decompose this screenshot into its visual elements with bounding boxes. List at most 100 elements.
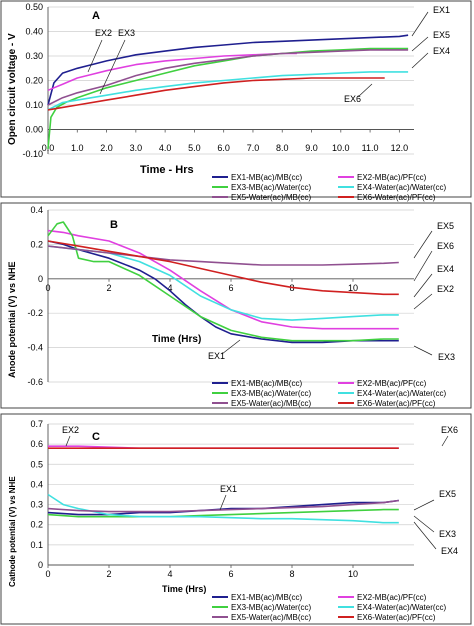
annotation-leader: [413, 515, 435, 533]
series-line-1: [47, 34, 409, 106]
series-line-3: [47, 221, 399, 342]
x-tick-label: 6: [228, 283, 233, 293]
legend-label: EX2-MB(ac)/PF(cc): [357, 593, 427, 602]
annotation-leader: [221, 339, 241, 355]
x-tick-label: 1.0: [71, 143, 84, 153]
x-tick-label: 2.0: [100, 143, 113, 153]
legend-label: EX1-MB(ac)/MB(cc): [231, 173, 302, 182]
panel-b-label: B: [110, 219, 118, 231]
y-tick-label: 0.2: [30, 239, 43, 249]
series-line-4: [47, 71, 409, 111]
series-line-6: [47, 77, 385, 111]
x-tick-label: 6: [228, 569, 233, 579]
y-tick-label: 0.2: [30, 520, 43, 530]
y-tick-label: -0.10: [22, 149, 43, 159]
annotation-label: EX4: [433, 46, 450, 56]
annotation-leader: [413, 521, 437, 550]
y-tick-label: 0.7: [30, 419, 43, 429]
x-tick-label: 8: [289, 569, 294, 579]
annotation-leader: [87, 39, 103, 73]
panel-a-frame: [0, 0, 472, 198]
x-tick-label: 10: [348, 283, 358, 293]
x-tick-label: 0: [45, 283, 50, 293]
annotation-leader: [411, 11, 429, 37]
y-tick-label: 0.5: [30, 459, 43, 469]
x-tick-label: 5.0: [188, 143, 201, 153]
y-tick-label: -0.4: [27, 343, 43, 353]
legend-label: EX3-MB(ac)/Water(cc): [231, 389, 311, 398]
annotation-label: EX2: [437, 284, 454, 294]
y-tick-label: 0.20: [25, 76, 43, 86]
panel-b-frame: [0, 202, 472, 409]
legend-label: EX3-MB(ac)/Water(cc): [231, 183, 311, 192]
annotation-label: EX1: [220, 484, 237, 494]
legend-label: EX4-Water(ac)/Water(cc): [357, 603, 447, 612]
annotation-label: EX2: [95, 28, 112, 38]
y-tick-label: 0.30: [25, 51, 43, 61]
panel-a-ylabel: Open circuit voltage - V: [7, 33, 18, 145]
y-tick-label: 0.40: [25, 27, 43, 37]
panel-a-xlabel: Time - Hrs: [140, 164, 194, 176]
panel-c-xlabel: Time (Hrs): [162, 584, 206, 594]
series-line-5: [47, 49, 409, 106]
annotation-label: EX6: [344, 94, 361, 104]
annotation-label: EX1: [208, 351, 225, 361]
annotation-label: EX6: [437, 241, 454, 251]
series-line-5: [47, 499, 399, 513]
legend-label: EX6-Water(ac)/PF(cc): [357, 399, 436, 408]
plot-panel-B: -0.6-0.4-0.200.20.40 2 4 6 8 10: [27, 205, 414, 387]
x-tick-label: 10.0: [332, 143, 350, 153]
annotation-leader: [413, 273, 433, 298]
legend-label: EX6-Water(ac)/PF(cc): [357, 613, 436, 622]
x-tick-label: 2: [106, 569, 111, 579]
series-line-4: [47, 493, 399, 524]
y-tick-label: 0.4: [30, 479, 43, 489]
panel-c-ylabel: Cathode potential (V) vs NHE: [8, 476, 17, 587]
panel-b-ylabel: Anode potential (V) vs NHE: [7, 261, 17, 378]
legend-label: EX2-MB(ac)/PF(cc): [357, 379, 427, 388]
annotation-leader: [357, 83, 373, 98]
x-tick-label: 4: [167, 283, 172, 293]
y-tick-label: 0: [38, 274, 43, 284]
series-line-5: [47, 245, 399, 266]
series-line-2: [47, 52, 297, 92]
x-tick-label: 4: [167, 569, 172, 579]
y-tick-label: 0.00: [25, 125, 43, 135]
annotation-leader: [413, 293, 433, 310]
series-line-3: [47, 47, 409, 150]
legend-panel-C: EX1-MB(ac)/MB(cc) EX2-MB(ac)/PF(cc) EX3-MB…: [212, 593, 447, 622]
legend-label: EX5-Water(ac)/MB(cc): [231, 399, 311, 408]
legend-panel-B: EX1-MB(ac)/MB(cc) EX2-MB(ac)/PF(cc) EX3-MB…: [212, 379, 447, 408]
y-tick-label: 0.50: [25, 2, 43, 12]
series-line-6: [47, 240, 399, 296]
x-tick-label: 4.0: [159, 143, 172, 153]
x-tick-label: 8.0: [276, 143, 289, 153]
plot-panel-C: 0 0.1 0.2 0.3 0.4 0.5 0.6 0.7 0 2 4 6 8 10: [30, 419, 414, 579]
y-tick-label: 0.10: [25, 100, 43, 110]
annotations-panel-A: EX1 EX2 EX3 EX5 EX4 EX6: [87, 5, 450, 104]
annotation-leader: [413, 250, 433, 282]
x-tick-label: 0: [45, 569, 50, 579]
annotation-label: EX4: [437, 264, 454, 274]
annotations-panel-B: EX5 EX6 EX4 EX2 EX1 EX3: [208, 221, 455, 362]
annotation-label: EX6: [441, 425, 458, 435]
y-tick-label: 0.3: [30, 500, 43, 510]
series-line-2: [47, 229, 399, 330]
x-tick-label: 7.0: [247, 143, 260, 153]
annotation-leader: [441, 435, 449, 447]
annotation-label: EX3: [439, 529, 456, 539]
annotation-label: EX5: [433, 30, 450, 40]
annotation-leader: [411, 36, 429, 52]
legend-label: EX3-MB(ac)/Water(cc): [231, 603, 311, 612]
y-tick-label: 0.1: [30, 540, 43, 550]
x-tick-label: 2: [106, 283, 111, 293]
annotation-label: EX3: [118, 28, 135, 38]
y-tick-label: -0.2: [27, 308, 43, 318]
plot-panel-A: -0.100.000.100.200.300.400.500.0 1.0 2.0 3.…: [22, 2, 414, 159]
annotation-leader: [65, 435, 71, 447]
x-tick-label: 12.0: [391, 143, 409, 153]
annotation-label: EX5: [439, 489, 456, 499]
annotation-leader: [413, 230, 433, 259]
x-tick-label: 11.0: [362, 143, 379, 153]
